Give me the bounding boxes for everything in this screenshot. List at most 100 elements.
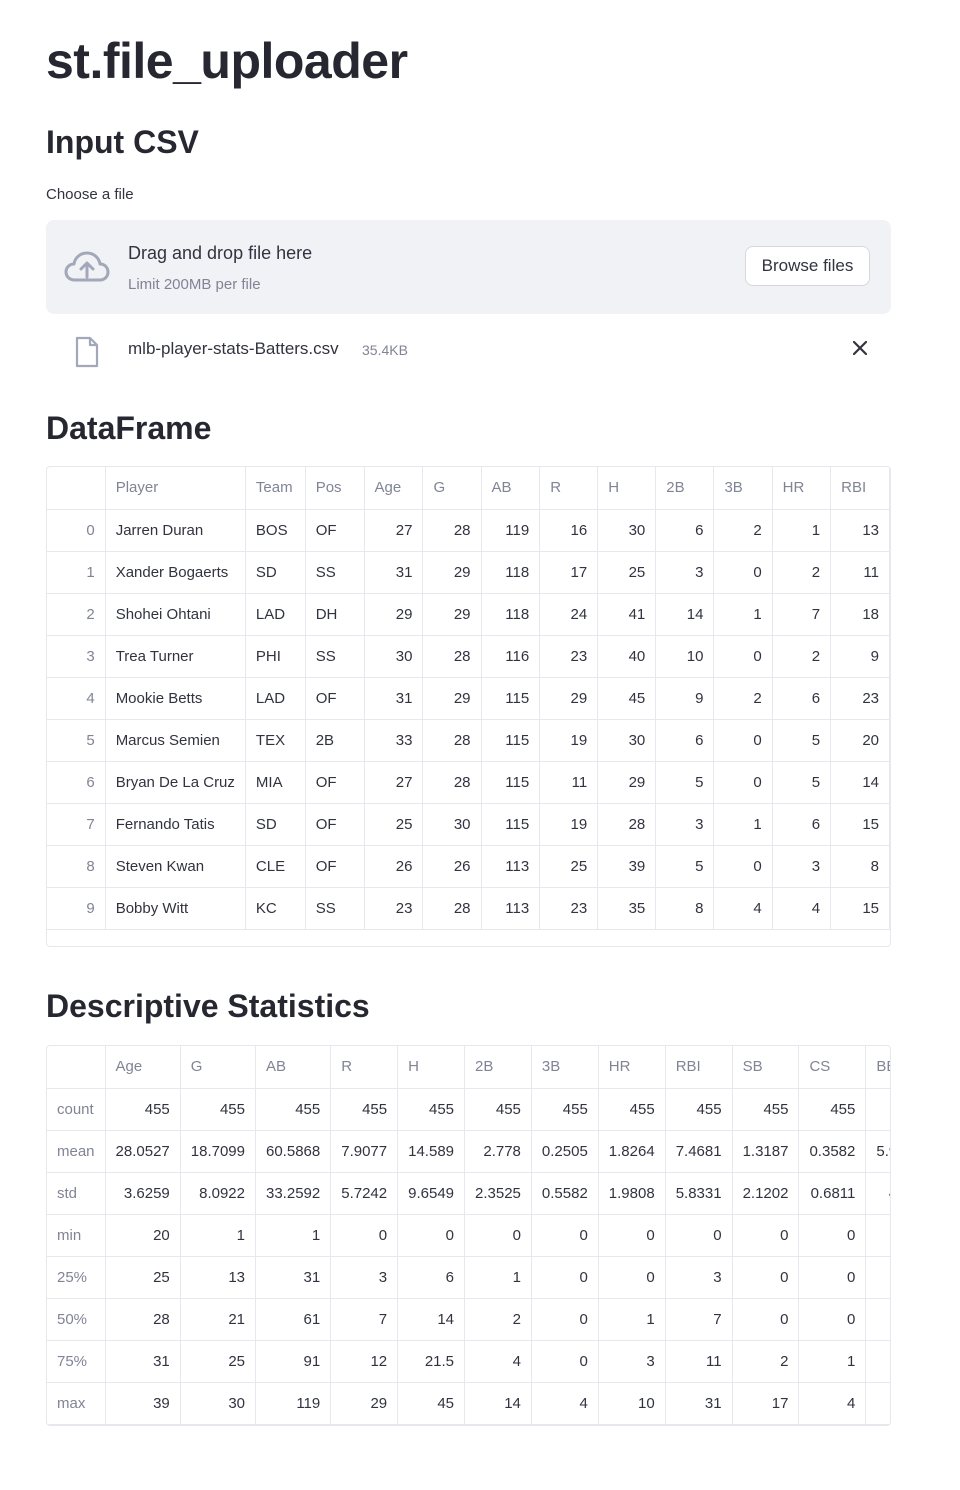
dataframe-cell[interactable]: 115 <box>481 677 541 720</box>
dataframe-cell[interactable]: 8 <box>830 845 890 888</box>
stats-cell[interactable]: 1 <box>180 1214 257 1257</box>
stats-cell[interactable]: 455 <box>255 1088 332 1131</box>
dataframe-cell[interactable]: 4 <box>713 887 773 930</box>
dataframe-cell[interactable]: 19 <box>539 719 599 762</box>
stats-cell[interactable]: 3 <box>665 1256 733 1299</box>
dataframe-cell[interactable]: SD <box>245 803 306 846</box>
stats-cell[interactable]: 455 <box>598 1088 666 1131</box>
dataframe-cell[interactable]: 119 <box>481 509 541 552</box>
dataframe-cell[interactable]: 3 <box>655 551 715 594</box>
dataframe-cell[interactable]: 19 <box>539 803 599 846</box>
dataframe-cell[interactable]: 29 <box>422 677 482 720</box>
stats-column-header[interactable]: HR <box>598 1046 666 1089</box>
dataframe-cell[interactable]: OF <box>305 509 365 552</box>
dataframe-cell[interactable]: TEX <box>245 719 306 762</box>
dataframe-row-index[interactable]: 7 <box>47 803 106 846</box>
dataframe-row-index[interactable]: 4 <box>47 677 106 720</box>
dataframe-cell[interactable]: 23 <box>830 677 890 720</box>
dataframe-cell[interactable]: 2B <box>305 719 365 762</box>
stats-cell[interactable]: 1.3187 <box>732 1130 800 1173</box>
stats-cell[interactable]: 14 <box>464 1382 532 1425</box>
stats-cell[interactable]: 39 <box>105 1382 181 1425</box>
dataframe-cell[interactable]: OF <box>305 761 365 804</box>
dataframe-cell[interactable]: 30 <box>422 803 482 846</box>
dataframe-cell[interactable]: 115 <box>481 803 541 846</box>
dataframe-cell[interactable]: 30 <box>364 635 424 678</box>
dataframe-cell[interactable]: 23 <box>539 887 599 930</box>
dataframe-cell[interactable]: OF <box>305 677 365 720</box>
stats-cell[interactable]: 455 <box>105 1088 181 1131</box>
stats-cell[interactable]: 2 <box>464 1298 532 1341</box>
dataframe-cell[interactable]: 113 <box>481 887 541 930</box>
stats-cell[interactable]: 14.589 <box>397 1130 466 1173</box>
stats-cell[interactable]: 5.8331 <box>665 1172 733 1215</box>
dataframe-cell[interactable]: 25 <box>597 551 657 594</box>
stats-cell[interactable]: 455 <box>180 1088 257 1131</box>
dataframe-cell[interactable]: 26 <box>422 845 482 888</box>
stats-cell[interactable]: 455 <box>798 1088 867 1131</box>
stats-cell[interactable]: 0.2505 <box>531 1130 599 1173</box>
dataframe-cell[interactable]: 15 <box>830 887 890 930</box>
stats-cell[interactable]: 2.1202 <box>732 1172 800 1215</box>
dataframe-cell[interactable]: 13 <box>830 509 890 552</box>
stats-cell[interactable]: 0 <box>665 1214 733 1257</box>
dataframe-cell[interactable]: SS <box>305 887 365 930</box>
stats-cell[interactable]: 30 <box>180 1382 257 1425</box>
stats-cell[interactable]: 6 <box>397 1256 466 1299</box>
dataframe-cell[interactable]: 2 <box>772 551 832 594</box>
stats-cell[interactable] <box>865 1382 890 1425</box>
dataframe-cell[interactable]: Jarren Duran <box>105 509 246 552</box>
stats-cell[interactable]: 2.3525 <box>464 1172 532 1215</box>
dataframe-column-header[interactable]: Age <box>364 467 424 510</box>
stats-cell[interactable]: 8.0922 <box>180 1172 257 1215</box>
stats-cell[interactable]: 455 <box>732 1088 800 1131</box>
dataframe-column-header[interactable] <box>47 467 106 510</box>
dataframe-cell[interactable]: 0 <box>713 635 773 678</box>
stats-cell[interactable] <box>865 1256 890 1299</box>
stats-cell[interactable]: 0 <box>798 1256 867 1299</box>
stats-cell[interactable]: 21 <box>180 1298 257 1341</box>
dataframe-cell[interactable]: 3 <box>772 845 832 888</box>
stats-column-header[interactable]: G <box>180 1046 257 1089</box>
stats-column-header[interactable]: RBI <box>665 1046 733 1089</box>
dataframe-cell[interactable]: 2 <box>713 509 773 552</box>
dataframe-cell[interactable]: 30 <box>597 719 657 762</box>
dataframe-cell[interactable]: 28 <box>422 635 482 678</box>
dataframe-column-header[interactable]: AB <box>481 467 541 510</box>
stats-cell[interactable]: 3 <box>598 1340 666 1383</box>
dataframe-cell[interactable]: Trea Turner <box>105 635 246 678</box>
dataframe-cell[interactable]: 20 <box>830 719 890 762</box>
dataframe-cell[interactable]: 3 <box>655 803 715 846</box>
stats-cell[interactable]: 4 <box>798 1382 867 1425</box>
dataframe-cell[interactable]: 118 <box>481 593 541 636</box>
dataframe-cell[interactable]: 9 <box>830 635 890 678</box>
stats-cell[interactable]: 4 <box>531 1382 599 1425</box>
stats-cell[interactable]: 0 <box>732 1256 800 1299</box>
stats-cell[interactable]: 0 <box>732 1214 800 1257</box>
stats-cell[interactable]: 0 <box>798 1214 867 1257</box>
dataframe-cell[interactable]: 115 <box>481 719 541 762</box>
dataframe-cell[interactable]: 16 <box>539 509 599 552</box>
dataframe-row-index[interactable]: 5 <box>47 719 106 762</box>
stats-cell[interactable]: 0 <box>531 1256 599 1299</box>
dataframe-cell[interactable]: Fernando Tatis <box>105 803 246 846</box>
stats-cell[interactable]: 0 <box>732 1298 800 1341</box>
stats-cell[interactable]: 2.778 <box>464 1130 532 1173</box>
dataframe-column-header[interactable]: G <box>422 467 482 510</box>
stats-cell[interactable]: 20 <box>105 1214 181 1257</box>
stats-cell[interactable]: 10 <box>598 1382 666 1425</box>
browse-files-button[interactable]: Browse files <box>745 246 870 286</box>
stats-cell[interactable]: 45 <box>397 1382 466 1425</box>
dataframe-cell[interactable]: 27 <box>364 761 424 804</box>
dataframe-cell[interactable]: 11 <box>539 761 599 804</box>
dataframe-row-index[interactable]: 3 <box>47 635 106 678</box>
stats-cell[interactable]: 13 <box>180 1256 257 1299</box>
dataframe-cell[interactable]: 14 <box>830 761 890 804</box>
stats-cell[interactable] <box>865 1340 890 1383</box>
stats-row-index[interactable]: count <box>47 1088 106 1131</box>
stats-cell[interactable]: 14 <box>397 1298 466 1341</box>
dataframe-cell[interactable]: Bobby Witt <box>105 887 246 930</box>
dataframe-cell[interactable]: PHI <box>245 635 306 678</box>
stats-cell[interactable]: 31 <box>255 1256 332 1299</box>
dataframe-cell[interactable]: 31 <box>364 677 424 720</box>
